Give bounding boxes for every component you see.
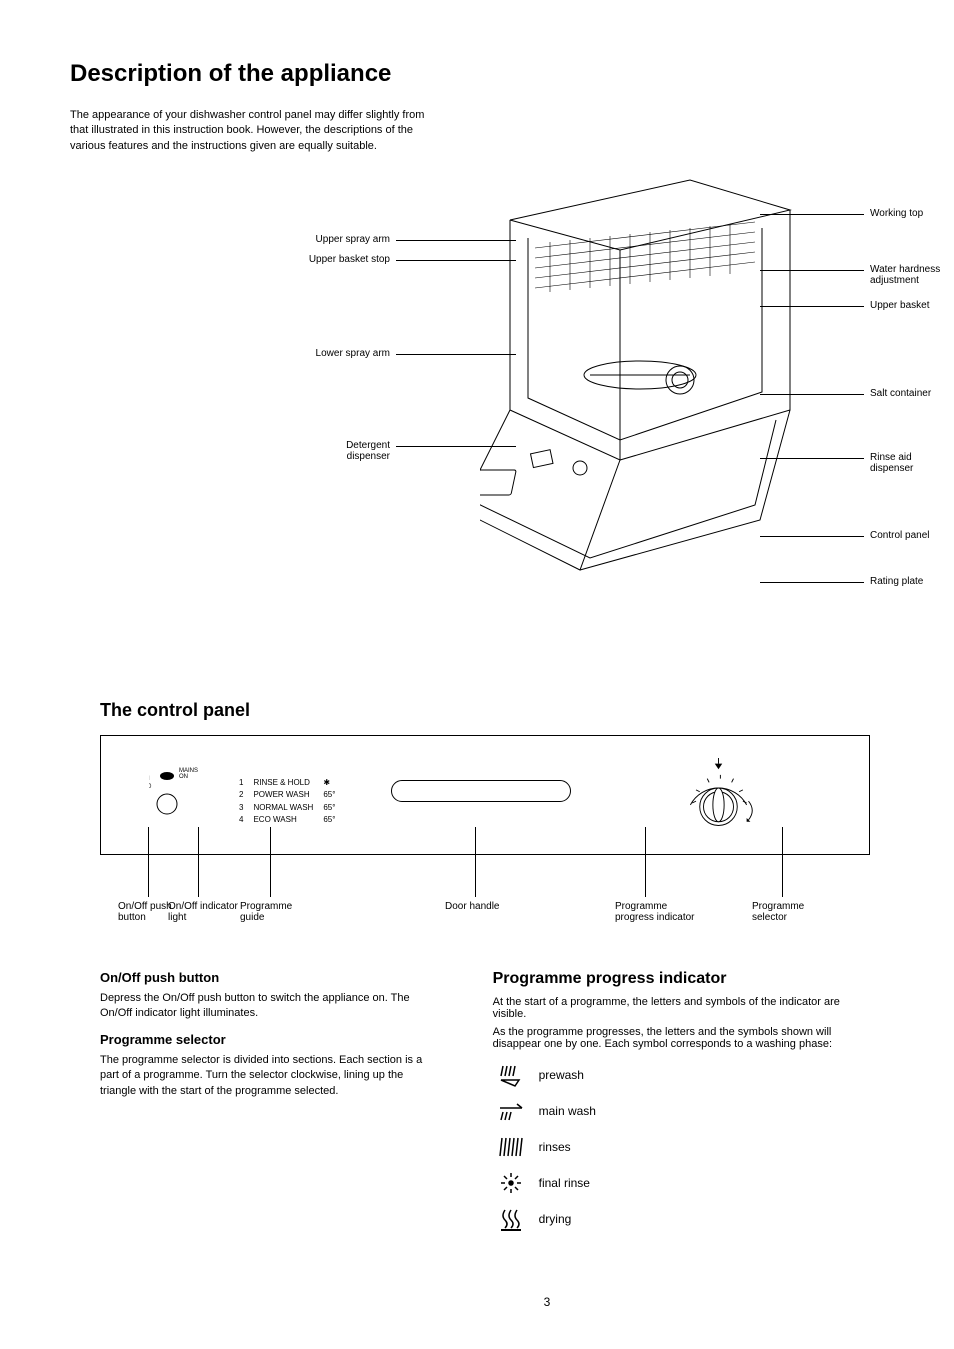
callout-label: Programme guide (240, 901, 360, 923)
leader-line (396, 240, 516, 241)
prewash-icon (493, 1060, 529, 1090)
part-label: Rating plate (870, 576, 923, 587)
selector-heading: Programme selector (100, 1032, 443, 1047)
callout-line (475, 827, 476, 897)
leader-line (760, 270, 864, 271)
part-label: Rinse aid dispenser (870, 452, 913, 474)
page-number: 3 (70, 1295, 954, 1309)
page-heading: Description of the appliance (70, 60, 884, 88)
callout-line (270, 827, 271, 897)
leader-line (396, 354, 516, 355)
dry-icon (493, 1204, 529, 1234)
phase-row: main wash (493, 1096, 870, 1126)
programme-row: 2POWER WASH65° (239, 790, 343, 800)
callout-label: Programme progress indicator (615, 901, 735, 923)
selector-paragraph: The programme selector is divided into s… (100, 1053, 440, 1099)
door-handle (391, 780, 571, 802)
callout-line (198, 827, 199, 897)
programme-row: 1RINSE & HOLD✱ (239, 778, 343, 788)
phase-row: rinses (493, 1132, 870, 1162)
final-icon (493, 1168, 529, 1198)
phase-row: drying (493, 1204, 870, 1234)
callout-line (148, 827, 149, 897)
phase-row: prewash (493, 1060, 870, 1090)
leader-line (760, 536, 864, 537)
leader-line (396, 260, 516, 261)
part-label: Control panel (870, 530, 929, 541)
programme-selector-dial (681, 758, 756, 833)
phase-row: final rinse (493, 1168, 870, 1198)
part-label: Upper basket stop (300, 254, 390, 265)
part-label: Detergent dispenser (300, 440, 390, 462)
intro-paragraph: The appearance of your dishwasher contro… (70, 108, 430, 154)
callout-line (645, 827, 646, 897)
mains-on-label: ▮ I (149, 776, 150, 782)
mains-on-text: MAINS ON (179, 768, 198, 780)
callout-label: Programme selector (752, 901, 872, 923)
progress-intro2: As the programme progresses, the letters… (493, 1026, 870, 1050)
part-label: Working top (870, 208, 923, 219)
phase-label: main wash (539, 1104, 596, 1118)
callout-line (782, 827, 783, 897)
control-panel-heading: The control panel (100, 700, 870, 721)
leader-line (760, 214, 864, 215)
progress-intro: At the start of a programme, the letters… (493, 996, 870, 1020)
programme-row: 3NORMAL WASH65° (239, 803, 343, 813)
part-label: Salt container (870, 388, 931, 399)
callout-label: Door handle (445, 901, 565, 912)
phase-label: final rinse (539, 1176, 590, 1190)
wash-icon (493, 1096, 529, 1126)
phase-label: drying (539, 1212, 572, 1226)
leader-line (760, 582, 864, 583)
leader-line (760, 458, 864, 459)
leader-line (760, 306, 864, 307)
onoff-paragraph: Depress the On/Off push button to switch… (100, 991, 440, 1022)
progress-heading: Programme progress indicator (493, 970, 870, 988)
programme-guide: 1RINSE & HOLD✱ 2POWER WASH65° 3NORMAL WASH… (237, 776, 345, 828)
phase-label: prewash (539, 1068, 584, 1082)
svg-text:▯ 0: ▯ 0 (149, 784, 152, 790)
rinse-icon (493, 1132, 529, 1162)
leader-line (760, 394, 864, 395)
part-label: Upper basket (870, 300, 929, 311)
part-label: Water hardness adjustment (870, 264, 940, 286)
phase-label: rinses (539, 1140, 571, 1154)
part-label: Upper spray arm (300, 234, 390, 245)
programme-row: 4ECO WASH65° (239, 815, 343, 825)
part-label: Lower spray arm (300, 348, 390, 359)
control-panel-frame: ▮ I ▯ 0 MAINS ON 1RINSE & HOLD✱ 2POWER WA… (100, 735, 870, 855)
leader-line (396, 446, 516, 447)
dishwasher-diagram (480, 170, 800, 590)
onoff-heading: On/Off push button (100, 970, 443, 985)
